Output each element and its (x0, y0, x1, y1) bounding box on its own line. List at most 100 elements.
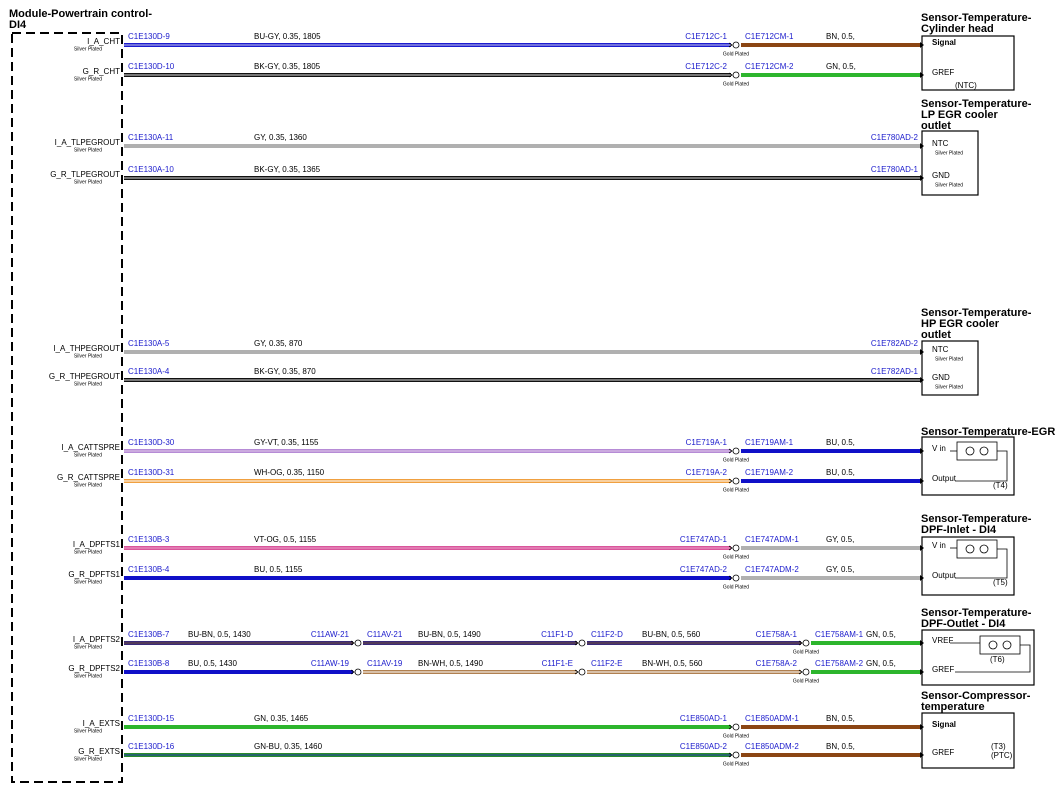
pin-plating: Silver Plated (74, 46, 102, 52)
connector-label: C11AV-21 (367, 630, 403, 639)
splice-arrow (798, 669, 803, 675)
wire-spec: BU-BN, 0.5, 1490 (418, 630, 481, 639)
wire-spec: BU-GY, 0.35, 1805 (254, 32, 321, 41)
pin-label: I_A_TLPEGROUT (55, 138, 120, 147)
wire-spec: BU, 0.5, (826, 438, 855, 447)
sensor-icon (956, 539, 998, 559)
wire (124, 576, 731, 580)
pin-plating: Silver Plated (74, 756, 102, 762)
joint-plating: Gold Plated (723, 487, 749, 493)
wire (741, 43, 922, 47)
sensor-box (921, 436, 1015, 496)
pin-plating: Silver Plated (74, 644, 102, 650)
splice-arrow (728, 448, 733, 454)
sensor-box (921, 712, 1015, 769)
splice (732, 574, 740, 582)
sensor-box (921, 340, 979, 396)
wire-spec: BN, 0.5, (826, 742, 855, 751)
sensor-pin-plating: Silver Plated (935, 150, 963, 156)
splice (578, 668, 586, 676)
wire (124, 350, 922, 354)
splice-arrow (798, 640, 803, 646)
sensor-title: DPF-Inlet - DI4 (921, 524, 997, 536)
sensor-note: (T3) (991, 742, 1006, 751)
splice-arrow (728, 752, 733, 758)
sensor-box (921, 629, 1035, 686)
splice-arrow (728, 42, 733, 48)
sensor-pin: GREF (932, 68, 954, 77)
splice (732, 71, 740, 79)
wire-spec: GN-BU, 0.35, 1460 (254, 742, 323, 751)
module-title: DI4 (9, 19, 27, 31)
sensor-pin: GND (932, 171, 950, 180)
sensor-title: Sensor-Temperature- (921, 513, 1032, 525)
joint-plating: Gold Plated (793, 649, 819, 655)
connector-label: C11AW-19 (311, 659, 350, 668)
connector-label: C1E719A-1 (686, 438, 728, 447)
splice-arrow (574, 640, 579, 646)
sensor-pin: GND (932, 373, 950, 382)
wire-spec: BK-GY, 0.35, 870 (254, 367, 316, 376)
wire (124, 144, 922, 148)
pin-label: I_A_DPFTS2 (73, 635, 121, 644)
sensor-pin: GREF (932, 665, 954, 674)
connector-label: C1E747ADM-1 (745, 535, 799, 544)
wire-spec: BU, 0.5, (826, 468, 855, 477)
wire-spec: GN, 0.35, 1465 (254, 714, 309, 723)
joint-plating: Gold Plated (723, 761, 749, 767)
sensor-pin-plating: Silver Plated (935, 384, 963, 390)
wire (741, 546, 922, 550)
pin-label: I_A_CHT (87, 37, 120, 46)
connector-label: C1E747AD-1 (680, 535, 728, 544)
wire-spec: BK-GY, 0.35, 1805 (254, 62, 321, 71)
sensor-pin: Output (932, 474, 957, 483)
wire-spec: BU, 0.5, 1430 (188, 659, 237, 668)
connector-label: C1E130B-8 (128, 659, 170, 668)
connector-label: C1E719AM-1 (745, 438, 794, 447)
splice-arrow (728, 575, 733, 581)
joint-plating: Gold Plated (723, 584, 749, 590)
splice (578, 639, 586, 647)
sensor-pin: V in (932, 444, 946, 453)
splice-arrow (350, 669, 355, 675)
connector-label: C1E782AD-2 (871, 339, 919, 348)
wire-spec: BU-BN, 0.5, 1430 (188, 630, 251, 639)
pin-plating: Silver Plated (74, 482, 102, 488)
sensor-pin-plating: Silver Plated (935, 356, 963, 362)
wire (811, 641, 922, 645)
pin-label: G_R_DPFTS1 (68, 570, 120, 579)
sensor-title: Cylinder head (921, 23, 994, 35)
wire (124, 725, 731, 729)
sensor-pin: VREF (932, 636, 953, 645)
connector-label: C1E758AM-1 (815, 630, 864, 639)
sensor-note: (NTC) (955, 81, 977, 90)
wire-spec: GY, 0.35, 870 (254, 339, 303, 348)
wire (741, 753, 922, 757)
connector-label: C1E130D-10 (128, 62, 175, 71)
sensor-title: DPF-Outlet - DI4 (921, 618, 1006, 630)
connector-label: C1E780AD-2 (871, 133, 919, 142)
splice (732, 544, 740, 552)
wire-spec: WH-OG, 0.35, 1150 (254, 468, 325, 477)
sensor-pin: NTC (932, 139, 949, 148)
pin-plating: Silver Plated (74, 579, 102, 585)
sensor-icon-lead (955, 450, 1008, 482)
connector-label: C1E850AD-1 (680, 714, 728, 723)
connector-label: C1E850AD-2 (680, 742, 728, 751)
connector-label: C1E782AD-1 (871, 367, 919, 376)
pin-plating: Silver Plated (74, 179, 102, 185)
splice-arrow (350, 640, 355, 646)
sensor-title: Sensor-Temperature- (921, 307, 1032, 319)
pin-label: G_R_CHT (83, 67, 120, 76)
connector-label: C1E130D-16 (128, 742, 175, 751)
sensor-icon (956, 441, 998, 461)
wire-spec: GN, 0.5, (866, 630, 896, 639)
connector-label: C11AV-19 (367, 659, 403, 668)
pin-label: G_R_THPEGROUT (49, 372, 120, 381)
wire-spec: GY, 0.5, (826, 565, 854, 574)
pin-plating: Silver Plated (74, 147, 102, 153)
sensor-title: outlet (921, 120, 951, 132)
pin-label: G_R_EXTS (78, 747, 120, 756)
connector-label: C1E130D-9 (128, 32, 170, 41)
